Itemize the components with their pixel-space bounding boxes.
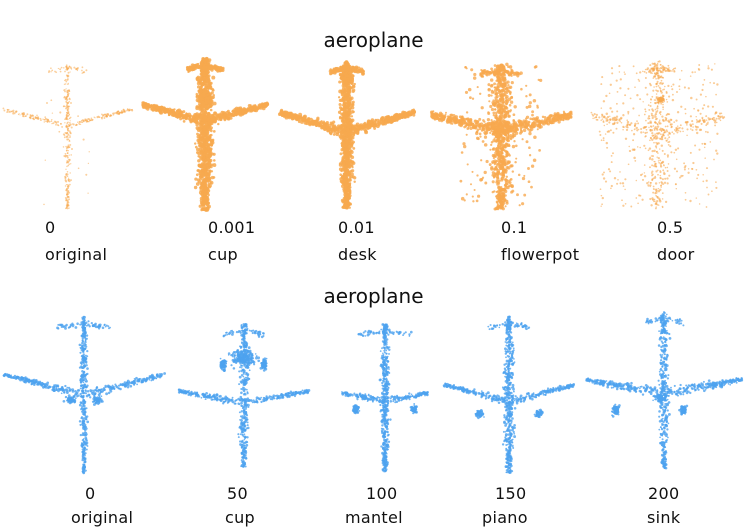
top-value-flowerpot: 0.1 [501,218,528,237]
top-label-flowerpot: flowerpot [501,245,580,264]
top-point-cloud-original [2,64,134,210]
bottom-value-mantel: 100 [366,484,398,503]
bottom-point-cloud-sink [585,311,744,470]
bottom-point-cloud-original [2,315,167,475]
bottom-point-cloud-cup [177,323,311,468]
top-point-cloud-cup [141,56,270,212]
bottom-value-sink: 200 [648,484,680,503]
bottom-value-original: 0 [85,484,96,503]
top-point-cloud-flowerpot [429,62,573,211]
bottom-point-cloud-mantel [341,323,429,473]
top-value-desk: 0.01 [338,218,375,237]
bottom-panel-title: aeroplane [323,284,424,308]
bottom-point-cloud-piano [442,315,576,474]
bottom-label-piano: piano [482,508,528,527]
top-point-cloud-door [590,60,726,210]
top-panel-title: aeroplane [323,28,424,52]
top-label-original: original [45,245,108,264]
bottom-label-cup: cup [225,508,255,527]
top-label-desk: desk [338,245,377,264]
bottom-label-original: original [71,508,134,527]
top-value-door: 0.5 [657,218,684,237]
bottom-value-piano: 150 [495,484,527,503]
top-value-original: 0 [45,218,56,237]
top-point-cloud-desk [277,60,417,210]
top-label-cup: cup [208,245,238,264]
bottom-value-cup: 50 [227,484,248,503]
bottom-label-mantel: mantel [345,508,403,527]
top-label-door: door [657,245,695,264]
bottom-label-sink: sink [647,508,681,527]
top-value-cup: 0.001 [208,218,256,237]
